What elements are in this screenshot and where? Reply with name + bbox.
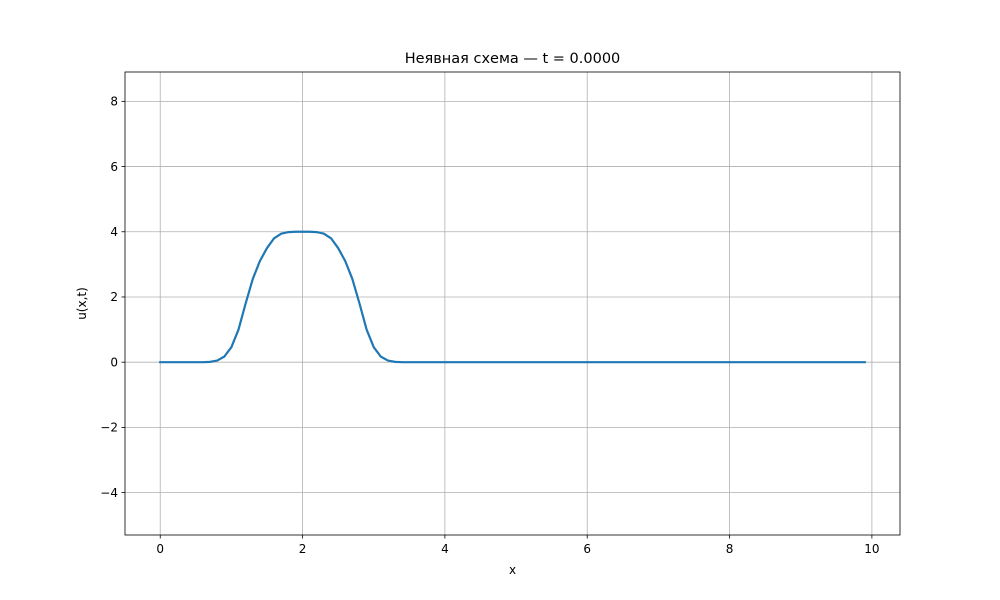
y-tick-label: 4 bbox=[110, 225, 118, 239]
y-axis-label: u(x,t) bbox=[75, 287, 89, 320]
y-tick-label: 0 bbox=[110, 355, 118, 369]
x-tick-label: 4 bbox=[441, 542, 449, 556]
plot-area bbox=[125, 72, 900, 535]
x-tick-label: 2 bbox=[299, 542, 307, 556]
y-tick-label: 2 bbox=[110, 290, 118, 304]
x-tick-label: 0 bbox=[156, 542, 164, 556]
y-tick-label: −4 bbox=[100, 486, 118, 500]
x-axis-label: x bbox=[509, 563, 516, 577]
grid bbox=[125, 72, 900, 535]
series-group bbox=[159, 230, 866, 364]
x-tick-label: 10 bbox=[864, 542, 879, 556]
y-tick-label: 8 bbox=[110, 95, 118, 109]
series-line bbox=[159, 230, 866, 364]
x-ticks: 0 2 4 6 8 10 bbox=[156, 535, 880, 556]
x-tick-label: 8 bbox=[726, 542, 734, 556]
plot-frame bbox=[124, 71, 901, 536]
y-tick-label: −2 bbox=[100, 421, 118, 435]
y-tick-label: 6 bbox=[110, 160, 118, 174]
x-tick-label: 6 bbox=[583, 542, 591, 556]
chart-title: Неявная схема — t = 0.0000 bbox=[405, 51, 621, 67]
y-ticks: −4 −2 0 2 4 6 8 bbox=[100, 95, 125, 500]
